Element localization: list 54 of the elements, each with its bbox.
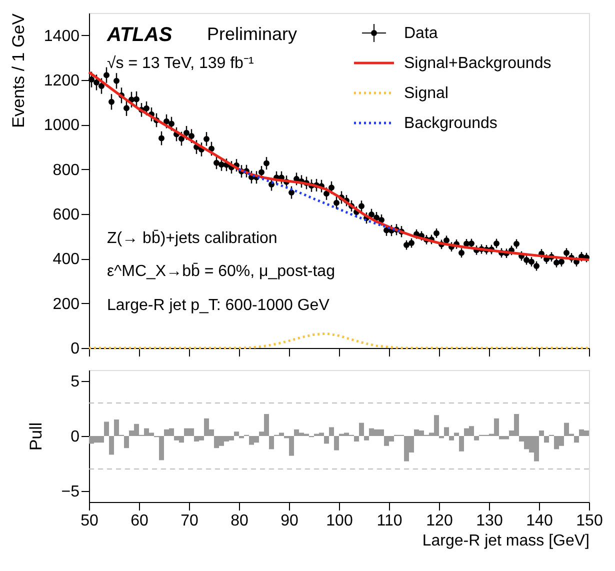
bar bbox=[234, 432, 239, 436]
x-tick-label: 100 bbox=[326, 512, 353, 530]
y-axis-title: Events / 1 GeV bbox=[8, 12, 28, 128]
bar bbox=[354, 436, 359, 442]
bar bbox=[539, 430, 544, 436]
y-tick-label: 5 bbox=[70, 374, 80, 390]
x-tick-label: 90 bbox=[280, 512, 298, 530]
bar bbox=[449, 436, 454, 440]
y-tick-label: 1000 bbox=[44, 117, 80, 134]
legend-label: Backgrounds bbox=[404, 115, 498, 132]
bar bbox=[124, 436, 129, 448]
y-tick-label: 0 bbox=[70, 428, 80, 446]
annotation: Preliminary bbox=[207, 24, 298, 44]
legend-label: Signal bbox=[404, 85, 448, 102]
y-axis-title: Pull bbox=[26, 422, 46, 451]
x-tick-label: 60 bbox=[130, 512, 148, 530]
x-axis-title: Large-R jet mass [GeV] bbox=[422, 532, 590, 550]
bar bbox=[454, 432, 459, 436]
annotation: Large-R jet p_T: 600-1000 GeV bbox=[107, 297, 330, 314]
y-tick-label: 1200 bbox=[44, 72, 80, 90]
legend-label: Signal+Backgrounds bbox=[404, 55, 552, 72]
annotation: ATLAS bbox=[106, 24, 173, 46]
y-tick-label: −5 bbox=[61, 484, 80, 500]
bar bbox=[324, 436, 329, 444]
bar bbox=[444, 427, 449, 436]
bar bbox=[269, 436, 274, 450]
annotation: √s = 13 TeV, 139 fb⁻¹ bbox=[107, 55, 254, 72]
bar bbox=[459, 436, 464, 452]
x-tick-label: 80 bbox=[230, 512, 248, 530]
x-tick-label: 130 bbox=[476, 512, 503, 530]
y-tick-label: 0 bbox=[70, 340, 80, 358]
y-tick-label: 200 bbox=[52, 296, 80, 313]
y-tick-label: 800 bbox=[52, 162, 80, 179]
bar bbox=[104, 422, 109, 436]
x-tick-label: 150 bbox=[576, 512, 603, 530]
bar bbox=[109, 436, 114, 455]
bar bbox=[334, 436, 339, 450]
y-tick-label: 400 bbox=[52, 251, 80, 268]
x-tick-label: 70 bbox=[180, 512, 198, 530]
y-tick-label: 600 bbox=[52, 206, 80, 224]
y-tick-label: 1400 bbox=[44, 28, 80, 45]
x-tick-label: 110 bbox=[376, 512, 402, 530]
bar bbox=[574, 436, 579, 443]
x-tick-label: 50 bbox=[80, 512, 98, 530]
bar bbox=[544, 436, 549, 443]
bar bbox=[364, 436, 369, 440]
annotation: Z(→ bb̄)+jets calibration bbox=[107, 230, 278, 247]
bar bbox=[359, 422, 364, 436]
x-tick-label: 140 bbox=[526, 512, 553, 530]
x-tick-label: 120 bbox=[426, 512, 453, 530]
bar bbox=[474, 436, 479, 440]
legend-label: Data bbox=[404, 25, 438, 42]
annotation: ε^MC_X→bb̄ = 60%, μ_post-tag bbox=[107, 262, 335, 280]
bar bbox=[329, 427, 334, 436]
